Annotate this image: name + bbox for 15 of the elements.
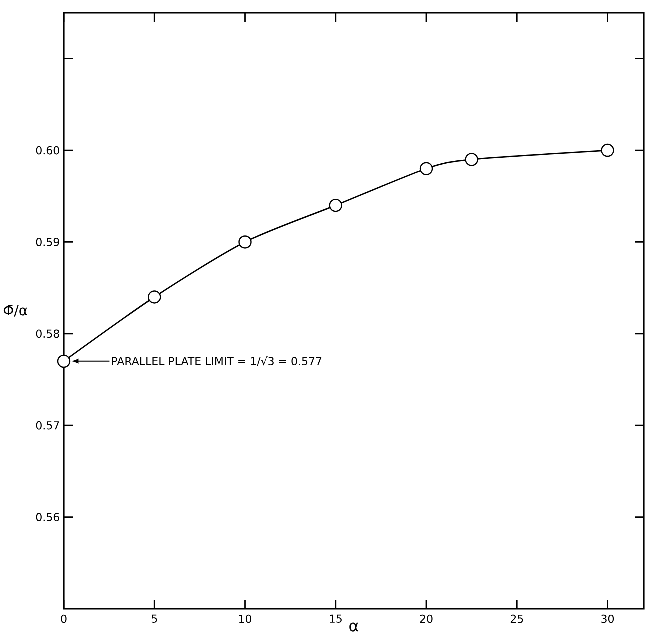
y-tick-label: 0.57 xyxy=(36,421,60,430)
y-tick-label: 0.56 xyxy=(36,513,60,522)
annotation: PARALLEL PLATE LIMIT = 1/√3 = 0.577 xyxy=(112,356,322,366)
x-tick-label: 25 xyxy=(510,614,524,624)
x-axis-title: α xyxy=(350,622,359,632)
x-tick-label: 0 xyxy=(61,614,67,624)
x-tick-label: 20 xyxy=(420,614,433,624)
x-tick-label: 15 xyxy=(330,614,342,624)
y-tick-label: 0.59 xyxy=(36,238,60,246)
x-tick-label: 30 xyxy=(602,614,614,624)
x-tick-label: 5 xyxy=(152,614,158,624)
y-tick-label: 0.60 xyxy=(36,146,60,155)
y-tick-label: 0.58 xyxy=(36,330,60,338)
y-axis-title: Φ̄/α xyxy=(4,305,28,317)
x-tick-label: 10 xyxy=(239,614,252,624)
